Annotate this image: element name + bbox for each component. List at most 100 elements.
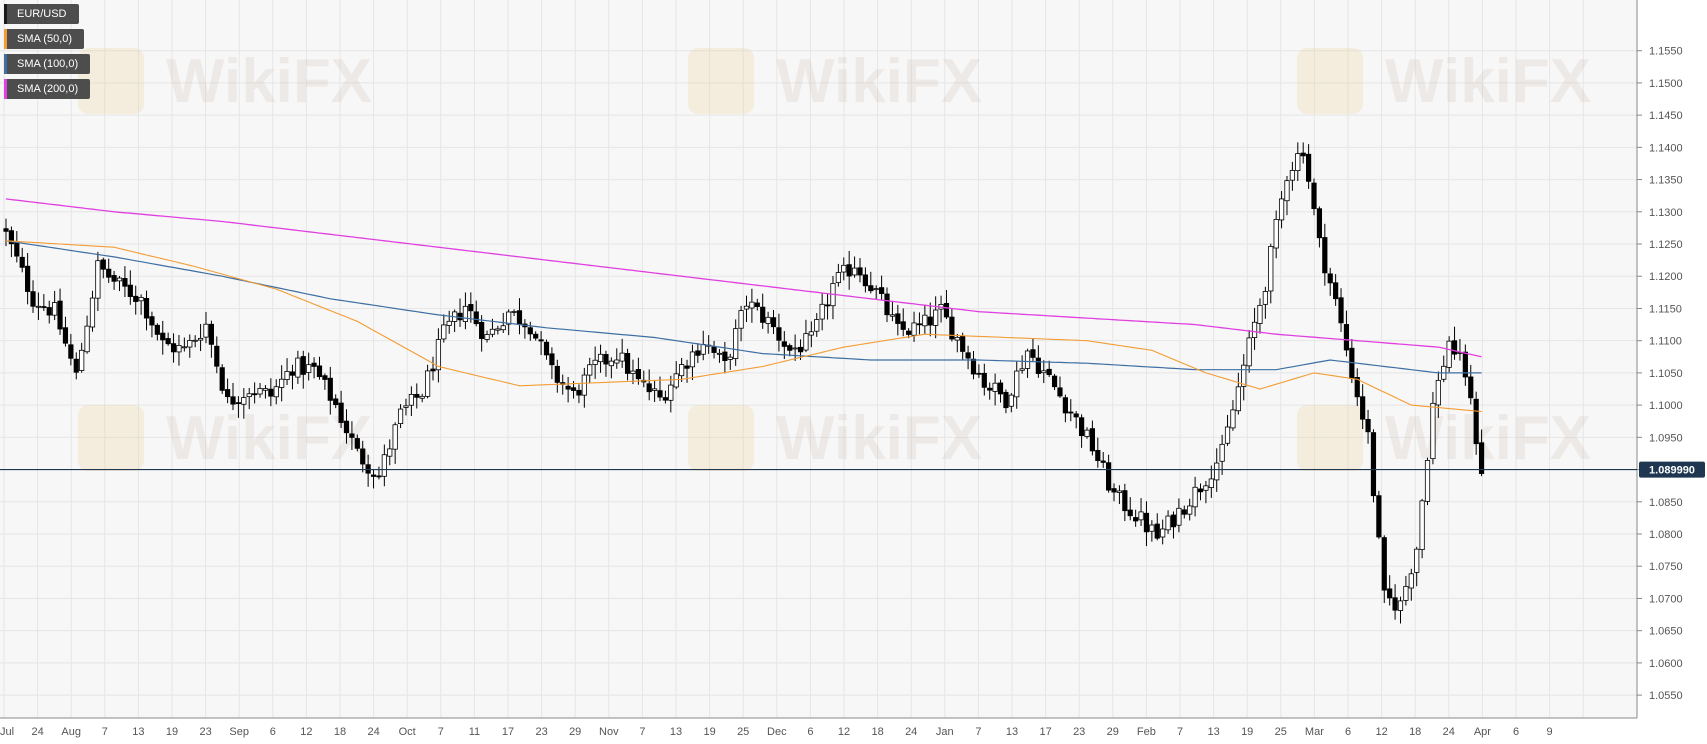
candle-bullish[interactable]: [203, 323, 209, 338]
candle-bullish[interactable]: [614, 359, 620, 364]
candle-bullish[interactable]: [808, 331, 814, 336]
candle-bullish[interactable]: [284, 371, 290, 380]
candle-bearish[interactable]: [603, 354, 609, 365]
candle-bullish[interactable]: [1149, 524, 1155, 532]
candle-bullish[interactable]: [1262, 291, 1268, 305]
candle-bullish[interactable]: [592, 359, 598, 365]
legend-sma100[interactable]: SMA (100,0): [4, 54, 91, 74]
candle-bearish[interactable]: [1360, 396, 1366, 420]
candle-bearish[interactable]: [170, 343, 177, 353]
candle-bearish[interactable]: [657, 390, 663, 398]
candle-bullish[interactable]: [889, 314, 896, 317]
candle-bearish[interactable]: [349, 433, 355, 438]
candle-bullish[interactable]: [992, 382, 998, 392]
candle-bearish[interactable]: [824, 304, 831, 307]
candle-bearish[interactable]: [1327, 273, 1333, 284]
candle-bearish[interactable]: [976, 372, 982, 375]
candle-bearish[interactable]: [1051, 375, 1058, 388]
candle-bearish[interactable]: [533, 333, 539, 339]
candle-bearish[interactable]: [41, 306, 47, 308]
candle-bearish[interactable]: [73, 358, 79, 373]
candle-bearish[interactable]: [787, 345, 793, 351]
candle-bearish[interactable]: [527, 327, 533, 335]
candle-bullish[interactable]: [241, 397, 247, 405]
candle-bearish[interactable]: [895, 313, 901, 324]
candle-bullish[interactable]: [1278, 198, 1285, 221]
candle-bearish[interactable]: [473, 311, 479, 325]
candle-bearish[interactable]: [68, 344, 74, 359]
candle-bullish[interactable]: [814, 319, 820, 332]
candle-bullish[interactable]: [495, 328, 501, 331]
candle-bearish[interactable]: [516, 310, 523, 325]
candle-bullish[interactable]: [716, 352, 723, 355]
candle-bullish[interactable]: [1019, 368, 1025, 371]
candle-bullish[interactable]: [619, 352, 625, 362]
candle-bearish[interactable]: [960, 335, 966, 352]
candle-bearish[interactable]: [797, 346, 804, 353]
candle-bearish[interactable]: [846, 264, 852, 277]
candle-bearish[interactable]: [662, 397, 669, 401]
candle-bearish[interactable]: [554, 365, 560, 383]
candle-bearish[interactable]: [25, 265, 31, 292]
candle-bullish[interactable]: [1165, 515, 1171, 531]
candle-bearish[interactable]: [111, 275, 117, 282]
candle-bearish[interactable]: [1197, 488, 1204, 493]
candle-bullish[interactable]: [1435, 379, 1441, 406]
candle-bullish[interactable]: [1084, 429, 1090, 437]
candle-bearish[interactable]: [565, 385, 571, 390]
candle-bearish[interactable]: [900, 321, 906, 330]
candle-bullish[interactable]: [84, 325, 90, 353]
candle-bearish[interactable]: [149, 316, 155, 326]
candle-bearish[interactable]: [1451, 340, 1458, 355]
candle-bearish[interactable]: [1062, 397, 1068, 414]
candle-bullish[interactable]: [1224, 426, 1231, 444]
candle-bullish[interactable]: [1219, 443, 1225, 462]
candle-bearish[interactable]: [430, 368, 436, 372]
candle-bearish[interactable]: [30, 291, 36, 307]
candle-bearish[interactable]: [943, 302, 950, 318]
candle-bullish[interactable]: [749, 301, 755, 309]
candle-bullish[interactable]: [381, 454, 387, 477]
candle-bullish[interactable]: [954, 336, 960, 341]
candle-bearish[interactable]: [997, 382, 1004, 395]
candle-bearish[interactable]: [1003, 391, 1009, 409]
candle-bearish[interactable]: [343, 420, 350, 434]
candle-bearish[interactable]: [949, 316, 955, 340]
candle-bearish[interactable]: [868, 285, 874, 292]
candle-bullish[interactable]: [1138, 511, 1144, 521]
candle-bearish[interactable]: [127, 284, 133, 297]
candle-bearish[interactable]: [1057, 387, 1063, 397]
candle-bullish[interactable]: [387, 448, 393, 457]
candle-bearish[interactable]: [1181, 509, 1187, 515]
candle-bearish[interactable]: [1462, 351, 1468, 378]
candle-bearish[interactable]: [327, 377, 333, 401]
candle-bullish[interactable]: [1187, 505, 1193, 515]
candle-bearish[interactable]: [338, 402, 344, 423]
candle-bullish[interactable]: [733, 328, 739, 359]
candle-bullish[interactable]: [911, 322, 917, 336]
candle-bearish[interactable]: [776, 327, 782, 341]
candle-bearish[interactable]: [14, 242, 20, 257]
candle-bearish[interactable]: [1343, 324, 1350, 351]
candle-bearish[interactable]: [965, 352, 971, 359]
candle-bearish[interactable]: [1073, 413, 1079, 418]
candle-bearish[interactable]: [214, 345, 220, 367]
candle-bullish[interactable]: [441, 324, 447, 340]
candle-bearish[interactable]: [8, 230, 15, 245]
candle-bullish[interactable]: [1214, 462, 1220, 481]
candle-bearish[interactable]: [754, 302, 760, 307]
candle-bullish[interactable]: [1116, 490, 1123, 493]
candle-bullish[interactable]: [52, 302, 58, 316]
candle-bullish[interactable]: [1446, 340, 1452, 368]
candle-bearish[interactable]: [1078, 417, 1085, 437]
candle-bullish[interactable]: [743, 305, 750, 310]
candle-bullish[interactable]: [1235, 386, 1241, 412]
candle-bullish[interactable]: [1008, 394, 1014, 407]
candle-bearish[interactable]: [252, 393, 258, 396]
candle-bearish[interactable]: [1381, 537, 1387, 591]
candle-bearish[interactable]: [1170, 514, 1177, 528]
candle-bullish[interactable]: [668, 384, 674, 401]
candle-bearish[interactable]: [1365, 419, 1371, 433]
candle-bearish[interactable]: [468, 304, 474, 312]
candle-bullish[interactable]: [462, 305, 469, 322]
